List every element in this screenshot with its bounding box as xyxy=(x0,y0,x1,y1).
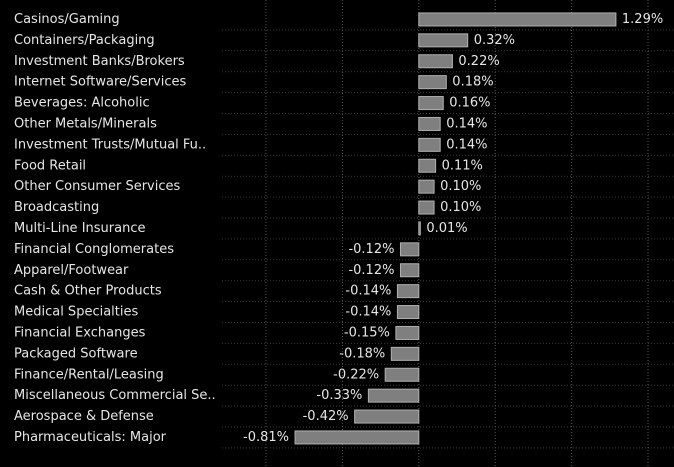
bar xyxy=(418,137,441,152)
category-label: Financial Exchanges xyxy=(14,325,146,340)
value-label: -0.18% xyxy=(339,346,385,361)
value-label: 0.18% xyxy=(452,75,493,90)
bar xyxy=(396,305,420,320)
bar xyxy=(418,221,421,236)
value-label: 0.14% xyxy=(446,116,487,131)
category-label: Other Metals/Minerals xyxy=(14,116,157,131)
category-label: Casinos/Gaming xyxy=(14,12,120,27)
category-label: Cash & Other Products xyxy=(14,284,162,299)
category-label: Beverages: Alcoholic xyxy=(14,96,150,111)
value-label: -0.42% xyxy=(303,409,349,424)
bar xyxy=(395,325,420,340)
category-label: Pharmaceuticals: Major xyxy=(14,430,167,445)
category-label: Food Retail xyxy=(14,158,86,173)
bar xyxy=(418,75,447,90)
bar xyxy=(418,200,435,215)
category-label: Miscellaneous Commercial Se.. xyxy=(14,388,216,403)
category-label: Investment Banks/Brokers xyxy=(14,54,185,69)
bar xyxy=(399,242,420,257)
bar xyxy=(396,284,420,299)
value-label: 0.11% xyxy=(442,158,483,173)
bar xyxy=(390,346,420,361)
category-label: Internet Software/Services xyxy=(14,75,186,90)
bar xyxy=(418,12,617,27)
bar xyxy=(418,158,437,173)
bar xyxy=(294,430,420,445)
category-label: Other Consumer Services xyxy=(14,179,181,194)
bar xyxy=(418,179,435,194)
category-label: Investment Trusts/Mutual Fu.. xyxy=(14,137,206,152)
bar xyxy=(418,33,469,48)
value-label: 0.32% xyxy=(474,33,515,48)
value-label: 0.01% xyxy=(426,221,467,236)
value-label: -0.33% xyxy=(316,388,362,403)
category-label: Financial Conglomerates xyxy=(14,242,174,257)
value-label: -0.14% xyxy=(345,305,391,320)
value-label: 0.22% xyxy=(458,54,499,69)
value-label: 0.16% xyxy=(449,96,490,111)
bar xyxy=(399,263,420,278)
category-label: Containers/Packaging xyxy=(14,33,155,48)
category-label: Aerospace & Defense xyxy=(14,409,154,424)
category-label: Packaged Software xyxy=(14,346,138,361)
value-label: -0.12% xyxy=(348,263,394,278)
bar xyxy=(418,96,444,111)
value-label: 1.29% xyxy=(622,12,663,27)
value-label: -0.81% xyxy=(243,430,289,445)
category-label: Finance/Rental/Leasing xyxy=(14,367,164,382)
category-label: Multi-Line Insurance xyxy=(14,221,145,236)
category-label: Broadcasting xyxy=(14,200,99,215)
value-label: 0.10% xyxy=(440,200,481,215)
bar xyxy=(354,409,420,424)
bar xyxy=(367,388,420,403)
category-label: Apparel/Footwear xyxy=(14,263,129,278)
value-label: 0.14% xyxy=(446,137,487,152)
value-label: -0.15% xyxy=(344,325,390,340)
value-label: -0.14% xyxy=(345,284,391,299)
value-label: 0.10% xyxy=(440,179,481,194)
value-label: -0.22% xyxy=(333,367,379,382)
bar xyxy=(418,54,453,69)
bar xyxy=(384,367,420,382)
value-label: -0.12% xyxy=(348,242,394,257)
category-label: Medical Specialties xyxy=(14,305,138,320)
bar xyxy=(418,116,441,131)
